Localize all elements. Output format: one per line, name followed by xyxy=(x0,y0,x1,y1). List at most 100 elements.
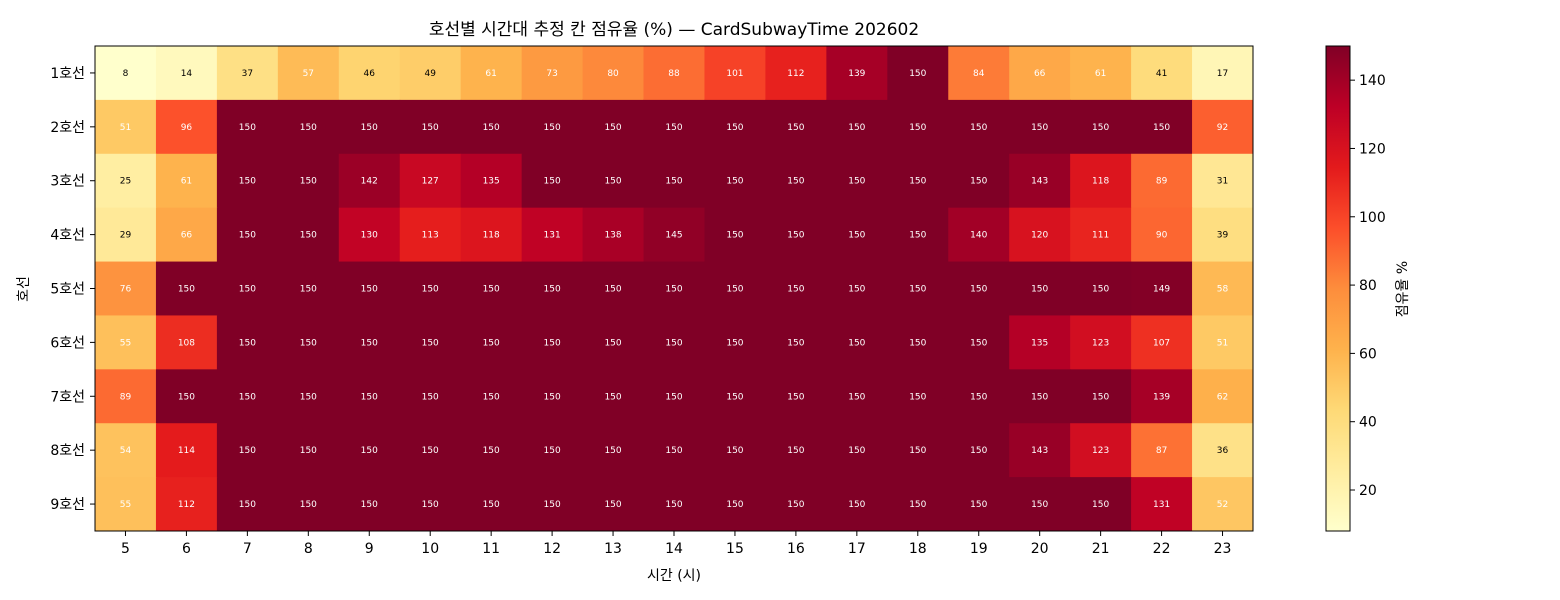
heatmap-cell xyxy=(216,99,279,155)
cell-value-label: 90 xyxy=(1156,231,1168,241)
cell-value-label: 150 xyxy=(1031,392,1048,402)
cell-value-label: 150 xyxy=(422,285,439,295)
heatmap-cell xyxy=(216,46,279,101)
heatmap-cell xyxy=(155,369,218,424)
heatmap-cell xyxy=(704,99,766,155)
chart-title: 호선별 시간대 추정 칸 점유율 (%) — CardSubwayTime 20… xyxy=(429,20,919,40)
cell-value-label: 17 xyxy=(1217,69,1228,79)
cell-value-label: 150 xyxy=(178,392,195,402)
cell-value-label: 150 xyxy=(1092,500,1109,510)
heatmap-cell xyxy=(338,99,401,155)
y-tick-label: 4호선 xyxy=(50,228,85,244)
cell-value-label: 41 xyxy=(1156,69,1167,79)
colorbar-tick-label: 80 xyxy=(1359,278,1377,294)
heatmap-cell xyxy=(1192,369,1254,424)
heatmap-cell xyxy=(277,423,340,478)
x-axis-ticks: 5 6 7 8 9 10 11 12 13 14 15 16 17 18 19 20 21 22 23 xyxy=(121,531,1231,557)
heatmap-cell xyxy=(1131,477,1193,532)
heatmap-cell xyxy=(460,477,523,532)
cell-value-label: 150 xyxy=(604,446,621,456)
heatmap-cell xyxy=(338,477,401,532)
x-tick-label: 9 xyxy=(365,541,374,557)
heatmap-cell xyxy=(887,99,949,155)
cell-value-label: 149 xyxy=(1153,285,1170,295)
cell-value-label: 150 xyxy=(483,446,500,456)
heatmap-cell xyxy=(95,99,157,155)
cell-value-label: 101 xyxy=(726,69,743,79)
heatmap-cell xyxy=(277,369,340,424)
heatmap-cell xyxy=(155,315,218,370)
cell-value-label: 87 xyxy=(1156,446,1167,456)
y-tick-label: 5호선 xyxy=(50,282,85,298)
heatmap-cell xyxy=(643,261,705,316)
heatmap-cell xyxy=(1192,315,1254,370)
heatmap-cell xyxy=(765,423,827,478)
heatmap-cell xyxy=(1192,477,1254,532)
heatmap-cell xyxy=(704,315,766,370)
heatmap-cell xyxy=(643,46,705,101)
heatmap-cell xyxy=(521,261,584,316)
y-tick-label: 9호선 xyxy=(50,497,85,513)
heatmap-cell xyxy=(399,99,462,155)
cell-value-label: 150 xyxy=(726,177,743,187)
heatmap-cell xyxy=(826,261,888,316)
heatmap-cell xyxy=(826,46,888,101)
cell-value-label: 150 xyxy=(726,446,743,456)
cell-value-label: 150 xyxy=(361,500,378,510)
heatmap-cell xyxy=(1009,369,1071,424)
colorbar xyxy=(1325,45,1351,532)
heatmap-cell xyxy=(1070,369,1132,424)
heatmap-cell xyxy=(582,477,645,532)
cell-value-label: 139 xyxy=(1153,392,1170,402)
heatmap-cell xyxy=(887,315,949,370)
cell-value-label: 150 xyxy=(909,123,926,133)
heatmap-cell xyxy=(277,46,340,101)
cell-value-label: 150 xyxy=(483,285,500,295)
heatmap-cell xyxy=(643,207,705,263)
heatmap-cell xyxy=(338,423,401,478)
x-tick-label: 14 xyxy=(665,541,683,557)
cell-value-label: 150 xyxy=(604,285,621,295)
colorbar-tick-label: 40 xyxy=(1359,415,1377,431)
cell-value-label: 150 xyxy=(909,446,926,456)
cell-value-label: 61 xyxy=(1095,69,1106,79)
cell-value-label: 150 xyxy=(300,338,317,348)
heatmap-cell xyxy=(1131,99,1193,155)
heatmap-cell xyxy=(95,153,157,209)
cell-value-label: 150 xyxy=(665,500,682,510)
heatmap-cell xyxy=(521,153,584,209)
heatmap-cell xyxy=(1070,477,1132,532)
heatmap-cell xyxy=(887,261,949,316)
heatmap-cell xyxy=(765,46,827,101)
cell-value-label: 150 xyxy=(361,446,378,456)
x-tick-label: 13 xyxy=(604,541,622,557)
heatmap-cell xyxy=(643,153,705,209)
heatmap-cell xyxy=(1070,153,1132,209)
heatmap-cell xyxy=(399,153,462,209)
cell-value-label: 150 xyxy=(1031,500,1048,510)
cell-value-label: 150 xyxy=(970,177,987,187)
cell-value-label: 150 xyxy=(300,392,317,402)
cell-value-label: 130 xyxy=(361,231,378,241)
cell-value-label: 150 xyxy=(422,392,439,402)
cell-value-label: 150 xyxy=(787,177,804,187)
heatmap-cell xyxy=(460,46,523,101)
heatmap-cell xyxy=(1131,207,1193,263)
cell-value-label: 66 xyxy=(181,231,193,241)
cell-value-label: 150 xyxy=(544,123,561,133)
heatmap-cell xyxy=(704,423,766,478)
heatmap-cell xyxy=(155,99,218,155)
cell-value-label: 76 xyxy=(120,285,132,295)
heatmap-cell xyxy=(948,99,1010,155)
heatmap-cell xyxy=(521,369,584,424)
cell-value-label: 55 xyxy=(120,338,131,348)
heatmap-cell xyxy=(765,261,827,316)
heatmap-cell xyxy=(704,207,766,263)
heatmap-cell xyxy=(887,477,949,532)
x-tick-label: 16 xyxy=(787,541,805,557)
heatmap-cell xyxy=(948,207,1010,263)
cell-value-label: 150 xyxy=(544,338,561,348)
x-tick-label: 18 xyxy=(909,541,927,557)
heatmap-cell xyxy=(948,369,1010,424)
heatmap-cell xyxy=(826,207,888,263)
